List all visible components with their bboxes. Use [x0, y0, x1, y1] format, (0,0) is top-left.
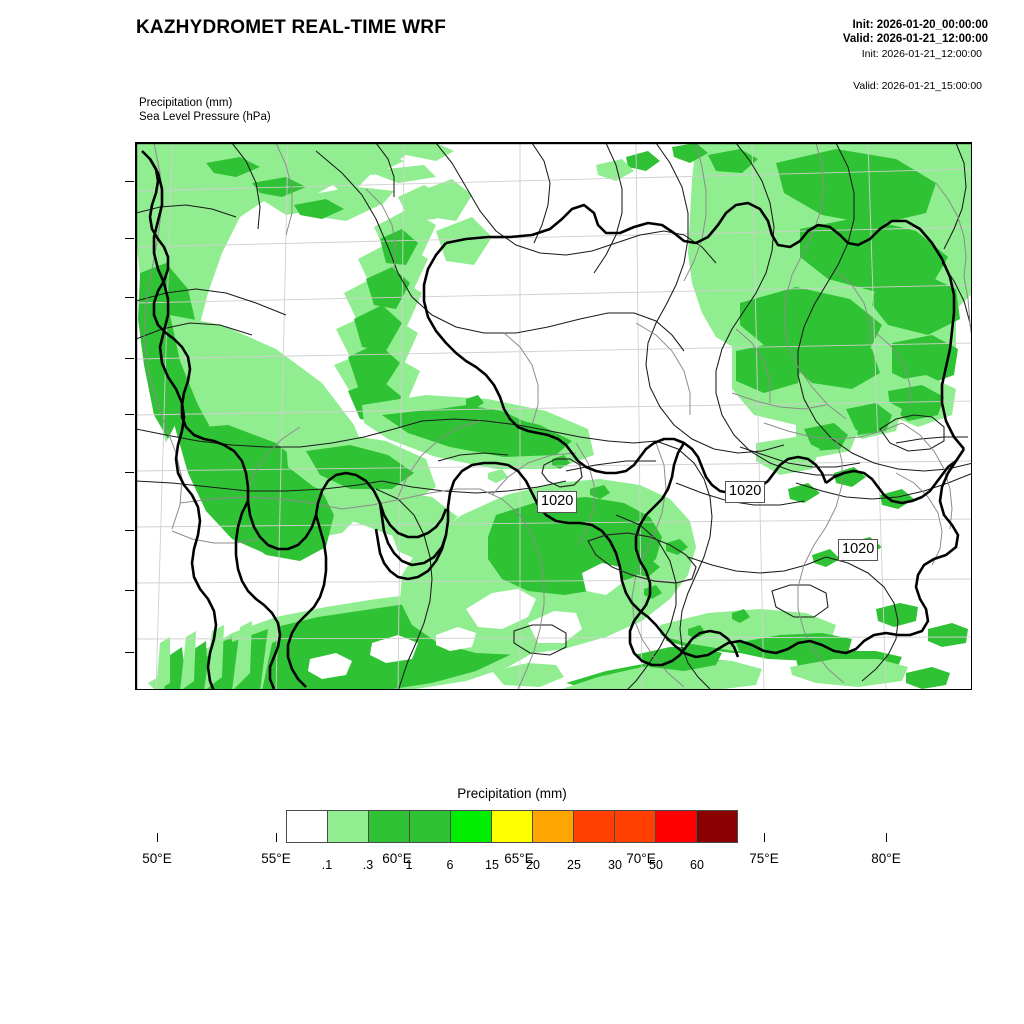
lat-tick-54 [125, 181, 134, 182]
colorbar-label-8: 50 [649, 858, 663, 872]
colorbar-label-5: 20 [526, 858, 540, 872]
timestamp-valid-primary: Valid: 2026-01-21_12:00:00 [842, 33, 988, 45]
kazakhstan-national-border [141, 150, 966, 689]
contour-label-1020-east: 1020 [838, 539, 879, 561]
contour-label-1020-center: 1020 [725, 481, 766, 503]
timestamp-init-primary: Init: 2026-01-20_00:00:00 [852, 19, 988, 31]
precipitation-colorbar [286, 810, 738, 843]
timestamp-valid-secondary: Valid: 2026-01-21_15:00:00 [853, 80, 982, 92]
contour-label-1020-west: 1020 [537, 491, 578, 513]
colorbar-cell-0 [287, 811, 328, 842]
caspian-coastline [148, 158, 218, 689]
lon-label-75: 75°E [749, 851, 779, 866]
colorbar-label-2: 1 [405, 858, 413, 872]
colorbar-cell-8 [615, 811, 656, 842]
colorbar-label-4: 15 [485, 858, 499, 872]
field-label-block: Precipitation (mm) Sea Level Pressure (h… [139, 97, 271, 124]
lon-label-70: 70°E [626, 851, 656, 866]
lat-tick-40 [125, 590, 134, 591]
lat-tick-38 [125, 652, 134, 653]
colorbar-label-6: 25 [567, 858, 581, 872]
lat-tick-52 [125, 238, 134, 239]
lon-tick-75 [764, 833, 765, 842]
pressure-contours [136, 143, 971, 689]
lat-tick-44 [125, 472, 134, 473]
lat-tick-42 [125, 530, 134, 531]
colorbar-title: Precipitation (mm) [457, 786, 567, 801]
colorbar-label-9: 60 [690, 858, 704, 872]
colorbar-cell-2 [369, 811, 410, 842]
colorbar-label-0: .1 [321, 858, 333, 872]
colorbar-cell-1 [328, 811, 369, 842]
colorbar-label-3: 6 [446, 858, 454, 872]
province-boundaries [143, 143, 971, 689]
latitude-axis: 54°N 52°N 50°N 48°N 46°N 44°N 42°N 40°N … [125, 142, 972, 866]
colorbar-cell-10 [697, 811, 737, 842]
page-title: KAZHYDROMET REAL-TIME WRF [136, 17, 447, 38]
colorbar-cell-3 [410, 811, 451, 842]
colorbar-cell-4 [451, 811, 492, 842]
colorbar-cell-7 [574, 811, 615, 842]
lon-label-60: 60°E [382, 851, 412, 866]
lon-tick-55 [276, 833, 277, 842]
lake-outlines [541, 458, 697, 584]
graticule [136, 143, 971, 689]
lon-tick-50 [157, 833, 158, 842]
lon-label-80: 80°E [871, 851, 901, 866]
lat-tick-48 [125, 358, 134, 359]
colorbar-cell-6 [533, 811, 574, 842]
colorbar-label-1: .3 [362, 858, 374, 872]
lon-tick-80 [886, 833, 887, 842]
lon-label-65: 65°E [504, 851, 534, 866]
field-label-precipitation: Precipitation (mm) [139, 97, 233, 109]
lat-tick-46 [125, 414, 134, 415]
colorbar-cell-5 [492, 811, 533, 842]
colorbar-label-7: 30 [608, 858, 622, 872]
lat-tick-50 [125, 297, 134, 298]
field-label-sea-level-pressure: Sea Level Pressure (hPa) [139, 110, 271, 123]
map-plot-area: 1020 1020 1020 [135, 142, 972, 690]
weather-map-canvas [136, 143, 971, 689]
lon-label-50: 50°E [142, 851, 172, 866]
colorbar-cell-9 [656, 811, 697, 842]
lon-label-55: 55°E [261, 851, 291, 866]
timestamp-init-secondary: Init: 2026-01-21_12:00:00 [861, 48, 982, 60]
